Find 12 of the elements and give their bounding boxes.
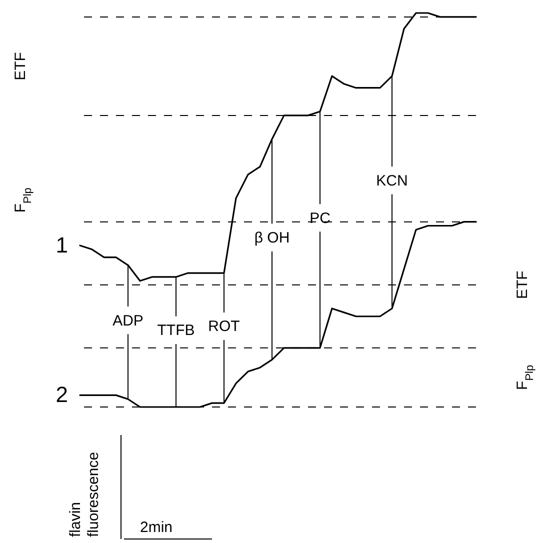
annotation: KCN [376,172,408,190]
text: flavin fluorescence [67,452,102,537]
annotation: ADP [112,312,144,330]
annotation: ROT [208,318,240,336]
annotation: PC [310,210,331,227]
text: ETF [514,270,531,300]
annotation: β OH [254,230,290,247]
text: 2min [140,519,173,536]
text: ETF [12,52,29,80]
annotation: TTFB [157,322,195,340]
series-label: 2 [56,382,68,408]
series-label: 1 [56,232,68,258]
